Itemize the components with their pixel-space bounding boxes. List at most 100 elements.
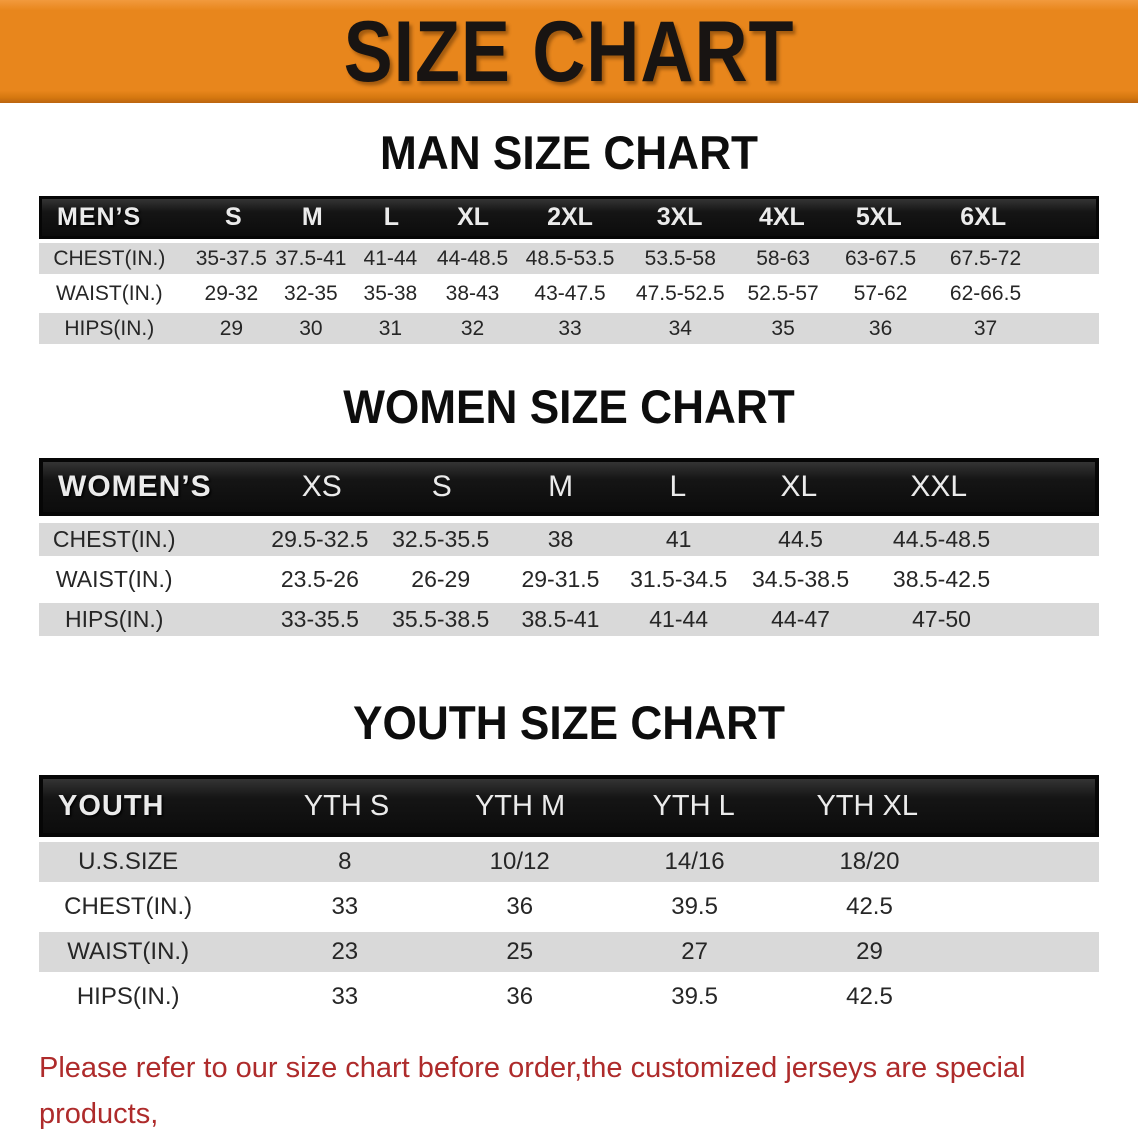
size-col-header: 2XL [547, 203, 593, 231]
size-value: 36 [506, 893, 534, 920]
men-section-heading: MAN SIZE CHART [380, 126, 758, 179]
size-value: 38.5-42.5 [892, 566, 991, 592]
row-label: HIPS(IN.) [65, 606, 164, 632]
size-col-header: 5XL [855, 203, 902, 231]
size-value: 23.5-26 [280, 566, 359, 592]
size-col-header: M [301, 203, 323, 231]
size-col-header: 6XL [960, 203, 1007, 231]
size-col-header: L [383, 203, 400, 231]
size-col-header: XXL [910, 470, 968, 503]
size-col-header: 4XL [758, 203, 805, 231]
row-label: U.S.SIZE [78, 848, 179, 875]
size-value: 38-43 [445, 281, 500, 305]
size-value: 32 [460, 316, 485, 340]
banner-title: SIZE CHART [343, 2, 795, 100]
disclaimer-note: Please refer to our size chart before or… [39, 1045, 1099, 1132]
size-value: 8 [338, 848, 352, 875]
men-waist-row: WAIST(IN.) 29-32 32-35 35-38 38-43 43-47… [39, 278, 1099, 309]
size-value: 38.5-41 [521, 606, 600, 632]
size-value: 10/12 [489, 848, 550, 875]
size-value: 37 [973, 316, 998, 340]
size-col-header: YTH XL [816, 789, 918, 822]
size-value: 33 [331, 893, 359, 920]
size-value: 41-44 [363, 246, 418, 270]
youth-size-table: YOUTH YTH S YTH M YTH L YTH XL U.S.SIZE … [39, 775, 1099, 1017]
size-value: 29-32 [204, 281, 259, 305]
size-value: 36 [506, 983, 534, 1010]
row-label: WAIST(IN.) [55, 566, 173, 592]
size-value: 33-35.5 [280, 606, 359, 632]
women-hips-row: HIPS(IN.) 33-35.5 35.5-38.5 38.5-41 41-4… [39, 603, 1099, 636]
men-size-table: MEN’S S M L XL 2XL 3XL 4XL 5XL 6XL CHEST… [39, 196, 1099, 344]
size-value: 48.5-53.5 [525, 246, 615, 270]
size-value: 18/20 [839, 848, 900, 875]
size-col-header: YTH M [474, 789, 566, 822]
size-value: 37.5-41 [275, 246, 347, 270]
size-value: 33 [558, 316, 582, 340]
youth-waist-row: WAIST(IN.) 23 25 27 29 [39, 932, 1099, 972]
size-value: 32-35 [284, 281, 338, 305]
row-label: WAIST(IN.) [67, 938, 190, 965]
size-value: 42.5 [846, 893, 893, 920]
row-label: WAIST(IN.) [56, 281, 163, 305]
size-chart-banner: SIZE CHART [0, 0, 1138, 103]
size-col-header: 3XL [656, 203, 703, 231]
size-value: 29.5-32.5 [271, 526, 369, 552]
size-value: 39.5 [671, 983, 718, 1010]
size-col-header: S [224, 203, 242, 231]
size-value: 34.5-38.5 [751, 566, 850, 592]
youth-corner-label: YOUTH [58, 789, 165, 822]
row-label: CHEST(IN.) [53, 246, 166, 270]
size-value: 35.5-38.5 [392, 606, 490, 632]
size-value: 38 [547, 526, 574, 552]
size-value: 47-50 [912, 606, 971, 632]
women-size-table: WOMEN’S XS S M L XL XXL CHEST(IN.) 29.5-… [39, 458, 1099, 636]
size-value: 47.5-52.5 [635, 281, 725, 305]
size-col-header: M [548, 470, 574, 503]
size-value: 53.5-58 [644, 246, 716, 270]
size-value: 39.5 [671, 893, 718, 920]
size-col-header: XS [301, 470, 342, 503]
size-value: 41-44 [649, 606, 709, 632]
size-value: 44.5-48.5 [892, 526, 991, 552]
row-label: CHEST(IN.) [52, 526, 176, 552]
men-table-header-row: MEN’S S M L XL 2XL 3XL 4XL 5XL 6XL [39, 196, 1099, 239]
row-label: HIPS(IN.) [76, 983, 180, 1010]
men-hips-row: HIPS(IN.) 29 30 31 32 33 34 35 36 37 [39, 313, 1099, 344]
size-value: 42.5 [846, 983, 893, 1010]
size-value: 41 [665, 526, 692, 552]
size-value: 57-62 [853, 281, 908, 305]
size-value: 63-67.5 [844, 246, 917, 270]
size-value: 30 [299, 316, 323, 340]
size-value: 44-48.5 [436, 246, 509, 270]
size-col-header: L [669, 470, 687, 503]
size-value: 29 [856, 938, 883, 965]
size-value: 23 [331, 938, 359, 965]
row-label: CHEST(IN.) [64, 893, 193, 920]
size-value: 26-29 [411, 566, 471, 592]
size-value: 67.5-72 [949, 246, 1022, 270]
size-value: 44.5 [778, 526, 823, 552]
size-value: 31.5-34.5 [630, 566, 728, 592]
size-value: 31 [378, 316, 403, 340]
size-value: 35 [771, 316, 795, 340]
women-corner-label: WOMEN’S [58, 470, 212, 503]
youth-ussize-row: U.S.SIZE 8 10/12 14/16 18/20 [39, 842, 1099, 882]
men-corner-label: MEN’S [57, 203, 142, 231]
size-value: 35-37.5 [195, 246, 267, 270]
women-waist-row: WAIST(IN.) 23.5-26 26-29 29-31.5 31.5-34… [39, 563, 1099, 596]
youth-chest-row: CHEST(IN.) 33 36 39.5 42.5 [39, 887, 1099, 927]
size-value: 35-38 [363, 281, 418, 305]
size-value: 52.5-57 [747, 281, 819, 305]
size-value: 34 [668, 316, 692, 340]
women-table-header-row: WOMEN’S XS S M L XL XXL [39, 458, 1099, 516]
size-value: 58-63 [756, 246, 810, 270]
women-chest-row: CHEST(IN.) 29.5-32.5 32.5-35.5 38 41 44.… [39, 523, 1099, 556]
size-value: 27 [681, 938, 708, 965]
size-col-header: YTH L [652, 789, 735, 822]
size-value: 43-47.5 [534, 281, 606, 305]
size-value: 36 [868, 316, 893, 340]
size-value: 25 [506, 938, 534, 965]
disclaimer-line-1: Please refer to our size chart before or… [39, 1052, 1026, 1130]
youth-hips-row: HIPS(IN.) 33 36 39.5 42.5 [39, 977, 1099, 1017]
